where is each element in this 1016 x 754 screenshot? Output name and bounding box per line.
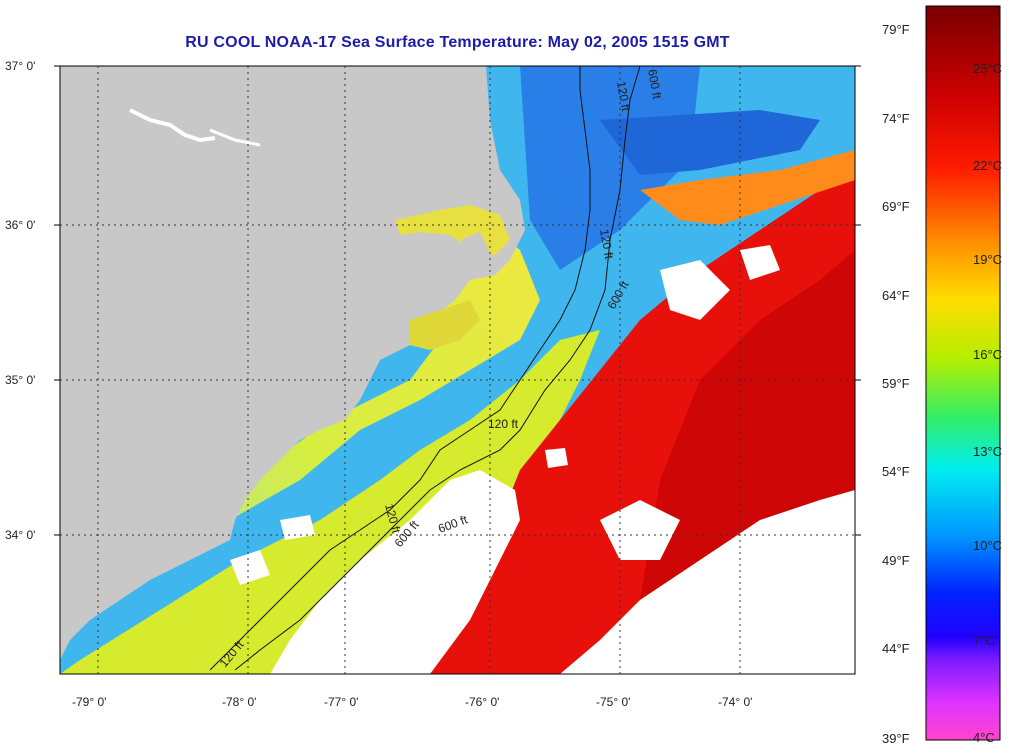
inland-sound [410, 300, 480, 350]
cloud-patch [740, 245, 780, 280]
colorbar-c-label: 16°C [973, 347, 1002, 362]
cloud-patch [280, 515, 315, 540]
cloud-patch [545, 448, 568, 468]
cloud-patch [600, 500, 680, 560]
lon-label: -75° 0' [596, 695, 630, 709]
cold-streak [600, 110, 820, 175]
colorbar-c-label: 4°C [973, 730, 995, 745]
colorbar-f-label: 54°F [882, 464, 910, 479]
colorbar-c-label: 22°C [973, 158, 1002, 173]
lat-label: 34° 0' [5, 528, 35, 542]
lat-label: 37° 0' [5, 59, 35, 73]
map-frame [60, 66, 855, 674]
colorbar-c-label: 7°C [973, 633, 995, 648]
lon-label: -74° 0' [718, 695, 752, 709]
cloud-patch [660, 260, 730, 320]
graticule [60, 66, 855, 674]
colorbar-c-label: 25°C [973, 61, 1002, 76]
colorbar-f-label: 74°F [882, 111, 910, 126]
lat-label: 36° 0' [5, 218, 35, 232]
colorbar [925, 5, 1001, 741]
colorbar-f-label: 64°F [882, 288, 910, 303]
cloud-patch [230, 550, 270, 585]
axis-ticks [54, 65, 861, 536]
contour-label: 600 ft [645, 68, 664, 101]
map-title: RU COOL NOAA-17 Sea Surface Temperature:… [185, 34, 730, 51]
lat-label: 35° 0' [5, 373, 35, 387]
colorbar-f-label: 59°F [882, 376, 910, 391]
colorbar-f-label: 44°F [882, 641, 910, 656]
lon-label: -76° 0' [465, 695, 499, 709]
map-border [59, 65, 856, 675]
contour-label: 120 ft [488, 417, 519, 431]
river [129, 108, 216, 143]
contour-label: 120 ft [597, 228, 616, 261]
lon-label: -79° 0' [72, 695, 106, 709]
colorbar-f-label: 49°F [882, 553, 910, 568]
cloud-patch [560, 490, 855, 674]
colorbar-f-label: 79°F [882, 22, 910, 37]
land-island [460, 232, 490, 262]
colorbar-f-label: 69°F [882, 199, 910, 214]
lon-label: -78° 0' [222, 695, 256, 709]
lon-label: -77° 0' [324, 695, 358, 709]
cloud-patch [270, 470, 520, 674]
shelf-water [60, 210, 540, 674]
colorbar-c-label: 13°C [973, 444, 1002, 459]
contour-label: 120 ft [614, 80, 633, 113]
contour-120ft [209, 66, 591, 671]
colorbar-f-label: 39°F [882, 731, 910, 746]
colorbar-c-label: 10°C [973, 538, 1002, 553]
warm-front [640, 150, 855, 225]
land [60, 66, 525, 660]
river [209, 128, 261, 147]
colorbar-c-label: 19°C [973, 252, 1002, 267]
contour-600ft [234, 66, 641, 671]
